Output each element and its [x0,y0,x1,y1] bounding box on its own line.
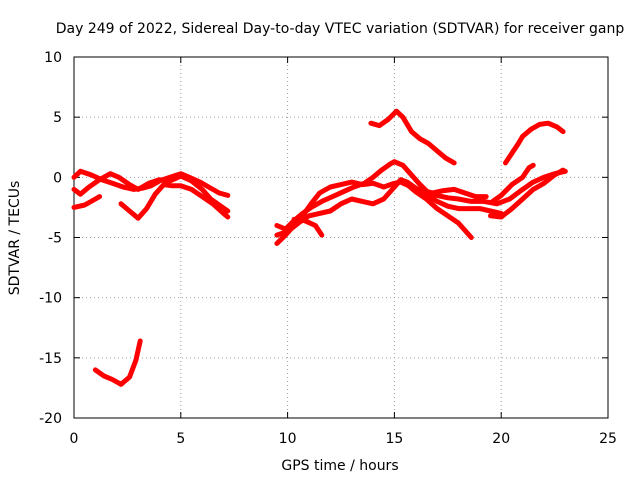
y-tick-label: -5 [48,231,62,247]
y-tick-label: 0 [53,170,62,186]
series-seg5 [92,338,143,387]
y-tick-label: 5 [53,110,62,126]
chart-title: Day 249 of 2022, Sidereal Day-to-day VTE… [56,21,625,37]
x-axis-label: GPS time / hours [281,458,398,474]
grid-lines [74,57,608,418]
series-seg10 [404,182,474,240]
x-tick-label: 15 [385,431,403,447]
data-series [71,108,568,387]
series-seg8 [274,177,504,238]
y-tick-label: -15 [39,351,62,367]
x-tick-label: 20 [492,431,510,447]
y-axis-label: SDTVAR / TECUs [7,181,23,296]
series-seg12 [490,162,536,204]
series-seg7 [274,179,489,246]
series-seg13 [488,167,566,220]
series-seg3 [71,194,103,210]
series-seg9 [291,216,325,238]
series-seg11 [368,108,457,166]
y-tick-labels: 10 5 0 -5 -10 -15 -20 [39,50,62,427]
series-seg6 [274,159,568,232]
x-tick-labels: 0 5 10 15 20 25 [70,431,617,447]
series-seg4 [118,182,231,221]
series-seg2 [71,168,231,198]
x-tick-label: 0 [70,431,79,447]
y-tick-label: -20 [39,411,62,427]
y-tick-label: 10 [44,50,62,66]
x-tick-label: 25 [599,431,617,447]
axis-ticks [73,56,609,419]
x-tick-label: 10 [279,431,297,447]
series-seg14 [503,120,566,166]
x-tick-label: 5 [176,431,185,447]
y-tick-label: -10 [39,291,62,307]
series-seg1 [71,171,231,214]
